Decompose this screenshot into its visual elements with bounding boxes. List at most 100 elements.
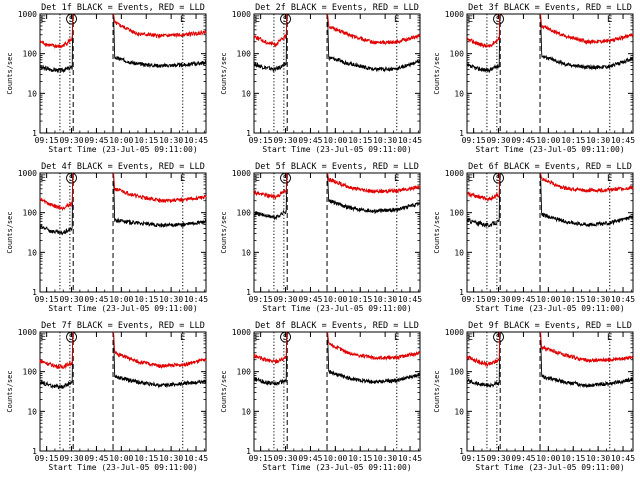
y-tick-label: 1 bbox=[246, 447, 251, 456]
marker-circle bbox=[280, 13, 291, 25]
x-tick-label: 09:45 bbox=[298, 136, 322, 145]
series-line-events bbox=[39, 172, 207, 236]
x-tick-label: 09:30 bbox=[486, 295, 510, 304]
plot-frame bbox=[466, 13, 634, 134]
x-tick-label: 09:30 bbox=[59, 295, 83, 304]
marker-circle bbox=[493, 13, 504, 25]
marker-label-e: E bbox=[41, 333, 46, 343]
x-tick-label: 09:15 bbox=[249, 295, 273, 304]
marker-label-e: E bbox=[41, 15, 46, 25]
y-tick-label: 1000 bbox=[18, 169, 37, 178]
y-axis-label: Counts/sec bbox=[220, 370, 228, 412]
x-axis-label: Start Time (23-Jul-05 09:11:00) bbox=[48, 304, 197, 313]
x-tick-label: 10:15 bbox=[348, 295, 372, 304]
x-tick-label: 09:45 bbox=[511, 454, 535, 463]
marker-label-e: E bbox=[394, 15, 399, 25]
marker-label-e: E bbox=[394, 333, 399, 343]
x-tick-label: 10:15 bbox=[348, 454, 372, 463]
marker-label-s: S bbox=[496, 15, 501, 25]
detector-panel-7: Det 7f BLACK = Events, RED = LLD 1 10 100 10… bbox=[6, 321, 208, 472]
x-tick-label: 10:45 bbox=[611, 295, 635, 304]
series-line-events bbox=[253, 13, 421, 73]
y-tick-label: 100 bbox=[237, 50, 252, 59]
y-tick-label: 1 bbox=[246, 288, 251, 297]
y-axis-label: Counts/sec bbox=[6, 370, 14, 412]
x-tick-label: 10:45 bbox=[611, 454, 635, 463]
marker-label-s: S bbox=[283, 15, 288, 25]
series-line-lld bbox=[39, 172, 207, 212]
series-line-lld bbox=[466, 13, 634, 49]
x-axis-label: Start Time (23-Jul-05 09:11:00) bbox=[475, 145, 624, 154]
plot-frame bbox=[466, 172, 634, 293]
y-tick-label: 100 bbox=[450, 368, 465, 377]
x-tick-label: 09:15 bbox=[249, 454, 273, 463]
plot-frame bbox=[253, 331, 421, 452]
panel-title: Det 6f BLACK = Events, RED = LLD bbox=[468, 162, 632, 172]
y-tick-label: 100 bbox=[23, 209, 38, 218]
y-tick-label: 10 bbox=[241, 407, 251, 416]
y-tick-label: 1 bbox=[32, 447, 37, 456]
marker-label-e: E bbox=[607, 15, 612, 25]
x-tick-label: 10:30 bbox=[373, 295, 397, 304]
series-line-events bbox=[466, 13, 634, 73]
y-tick-label: 10 bbox=[454, 407, 464, 416]
y-tick-label: 1000 bbox=[445, 10, 464, 19]
x-tick-label: 10:15 bbox=[561, 136, 585, 145]
plot-frame bbox=[253, 172, 421, 293]
panel-title: Det 9f BLACK = Events, RED = LLD bbox=[468, 321, 632, 331]
plot-frame bbox=[253, 13, 421, 134]
series-line-events bbox=[253, 331, 421, 387]
y-axis-label: Counts/sec bbox=[433, 370, 441, 412]
series-line-lld bbox=[466, 172, 634, 202]
x-tick-label: 10:15 bbox=[134, 295, 158, 304]
marker-circle bbox=[66, 13, 77, 25]
x-tick-label: 09:45 bbox=[511, 295, 535, 304]
y-tick-label: 1 bbox=[459, 129, 464, 138]
x-tick-label: 10:00 bbox=[536, 136, 560, 145]
y-axis-label: Counts/sec bbox=[433, 52, 441, 94]
marker-label-s: S bbox=[69, 15, 74, 25]
series-line-lld bbox=[253, 331, 421, 365]
marker-circle bbox=[66, 172, 77, 184]
series-line-lld bbox=[253, 13, 421, 48]
panel-title: Det 2f BLACK = Events, RED = LLD bbox=[255, 3, 419, 13]
marker-label-s: S bbox=[496, 333, 501, 343]
y-tick-label: 100 bbox=[237, 368, 252, 377]
marker-label-e: E bbox=[468, 174, 473, 184]
x-axis-label: Start Time (23-Jul-05 09:11:00) bbox=[48, 463, 197, 472]
x-tick-label: 09:45 bbox=[511, 136, 535, 145]
x-tick-label: 09:45 bbox=[298, 295, 322, 304]
x-tick-label: 09:30 bbox=[273, 136, 297, 145]
y-tick-label: 1 bbox=[32, 288, 37, 297]
x-tick-label: 10:45 bbox=[398, 454, 422, 463]
x-tick-label: 10:30 bbox=[373, 454, 397, 463]
series-line-lld bbox=[39, 331, 207, 370]
y-tick-label: 1 bbox=[459, 447, 464, 456]
series-line-events bbox=[466, 331, 634, 389]
detector-panel-9: Det 9f BLACK = Events, RED = LLD 1 10 100 10… bbox=[433, 321, 635, 472]
y-tick-label: 1 bbox=[246, 129, 251, 138]
marker-label-s: S bbox=[69, 333, 74, 343]
y-tick-label: 100 bbox=[450, 50, 465, 59]
y-tick-label: 1000 bbox=[18, 328, 37, 337]
detector-panel-4: Det 4f BLACK = Events, RED = LLD 1 10 100 10… bbox=[6, 162, 208, 313]
plot-frame bbox=[39, 13, 207, 134]
panel-title: Det 8f BLACK = Events, RED = LLD bbox=[255, 321, 419, 331]
x-tick-label: 09:45 bbox=[298, 454, 322, 463]
marker-label-s: S bbox=[69, 174, 74, 184]
y-tick-label: 1 bbox=[32, 129, 37, 138]
series-line-events bbox=[466, 172, 634, 228]
x-tick-label: 10:30 bbox=[586, 295, 610, 304]
detector-panel-2: Det 2f BLACK = Events, RED = LLD 1 10 100 10… bbox=[220, 3, 422, 154]
x-tick-label: 10:15 bbox=[561, 295, 585, 304]
x-tick-label: 09:15 bbox=[462, 136, 486, 145]
plot-frame bbox=[39, 331, 207, 452]
y-tick-label: 1000 bbox=[445, 169, 464, 178]
y-tick-label: 10 bbox=[27, 407, 37, 416]
x-tick-label: 09:30 bbox=[273, 295, 297, 304]
panel-title: Det 5f BLACK = Events, RED = LLD bbox=[255, 162, 419, 172]
x-tick-label: 10:30 bbox=[159, 136, 183, 145]
marker-label-e: E bbox=[255, 15, 260, 25]
marker-label-e: E bbox=[468, 333, 473, 343]
